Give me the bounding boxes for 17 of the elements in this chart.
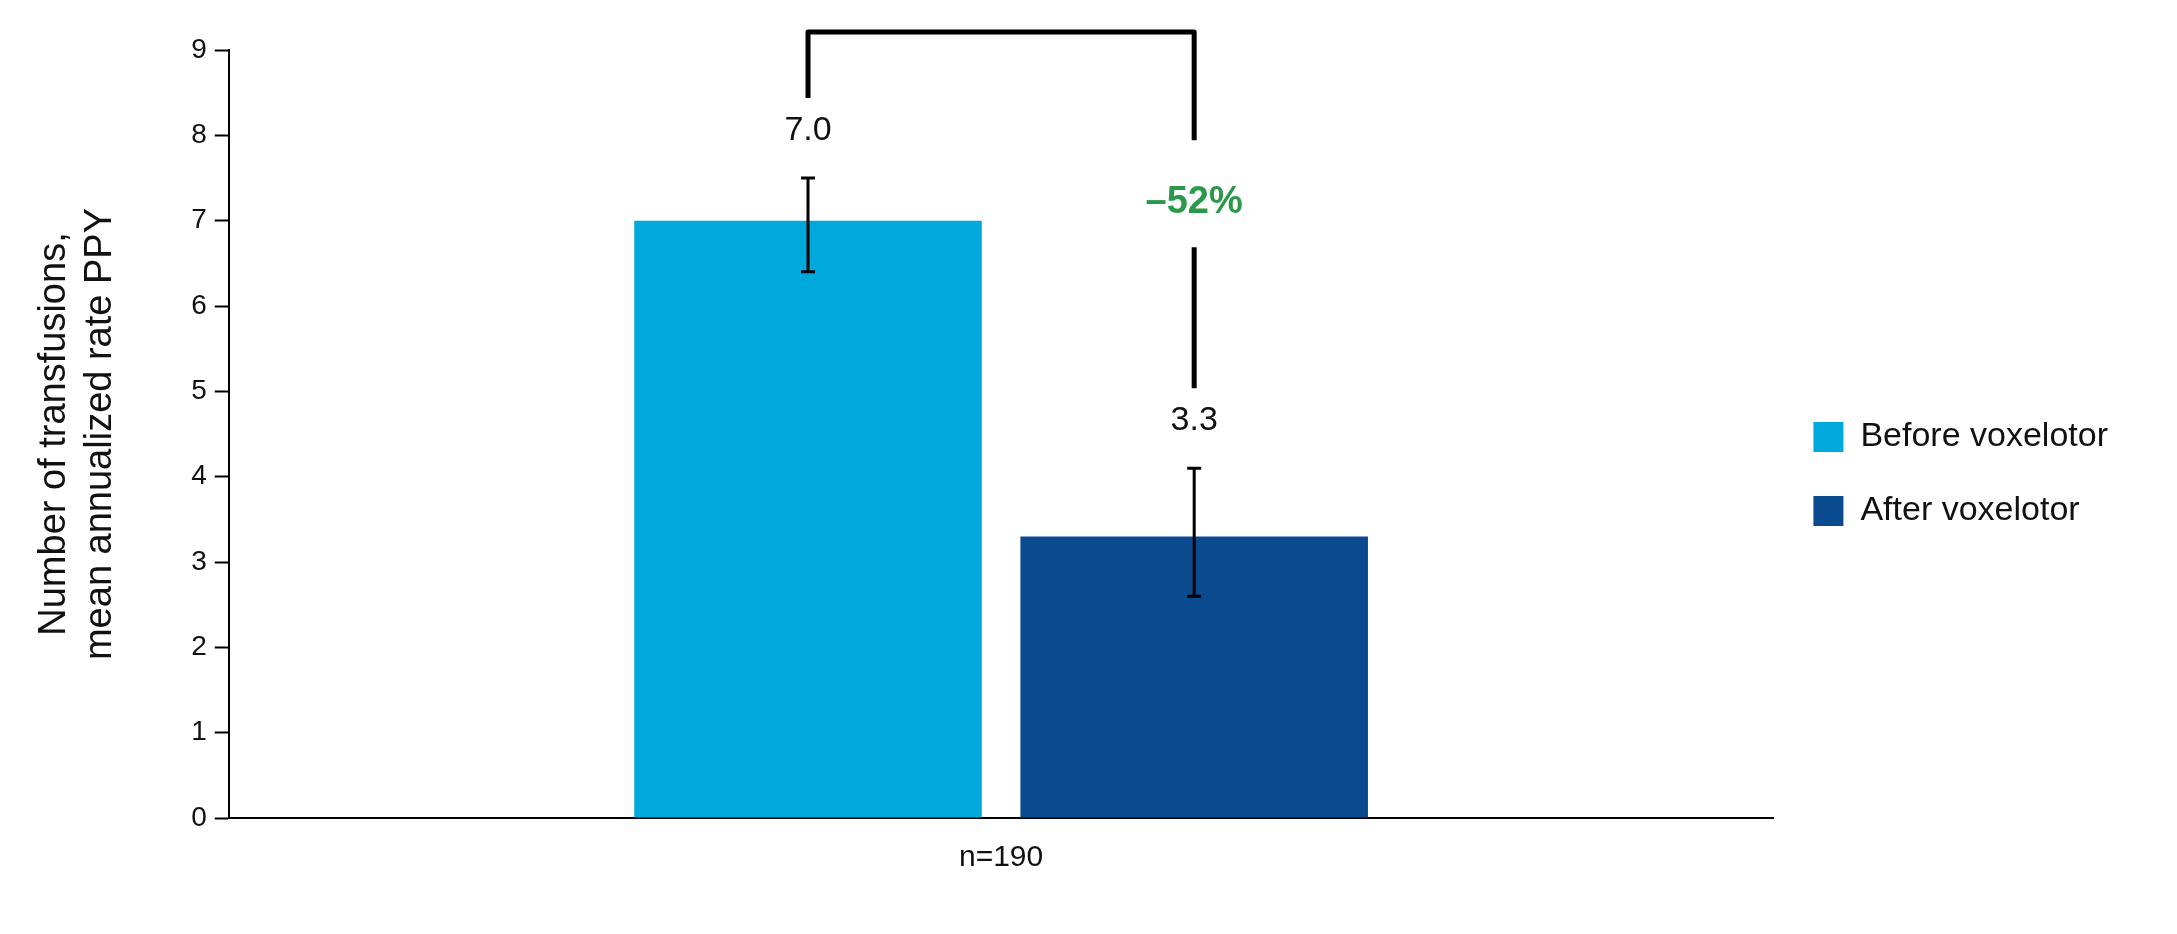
- y-tick-label: 5: [191, 374, 207, 406]
- legend-label: After voxelotor: [1860, 489, 2080, 528]
- legend-label: Before voxelotor: [1860, 415, 2109, 454]
- y-tick-label: 3: [191, 544, 207, 576]
- y-tick-label: 4: [191, 459, 207, 491]
- y-tick-label: 7: [191, 203, 207, 235]
- y-tick-label: 6: [191, 288, 207, 320]
- y-tick-label: 0: [191, 800, 207, 832]
- y-tick-label: 2: [191, 630, 207, 662]
- y-tick-label: 9: [191, 32, 207, 64]
- y-tick-label: 1: [191, 715, 207, 747]
- y-axis-title: Number of transfusions, mean annualized rate PPY: [31, 207, 119, 661]
- x-tick-label: n=190: [958, 839, 1044, 873]
- annotation: –52%: [1145, 178, 1243, 221]
- y-tick-label: 8: [191, 118, 207, 150]
- data-label: 3.3: [1170, 399, 1218, 438]
- data-label: 7.0: [784, 109, 832, 147]
